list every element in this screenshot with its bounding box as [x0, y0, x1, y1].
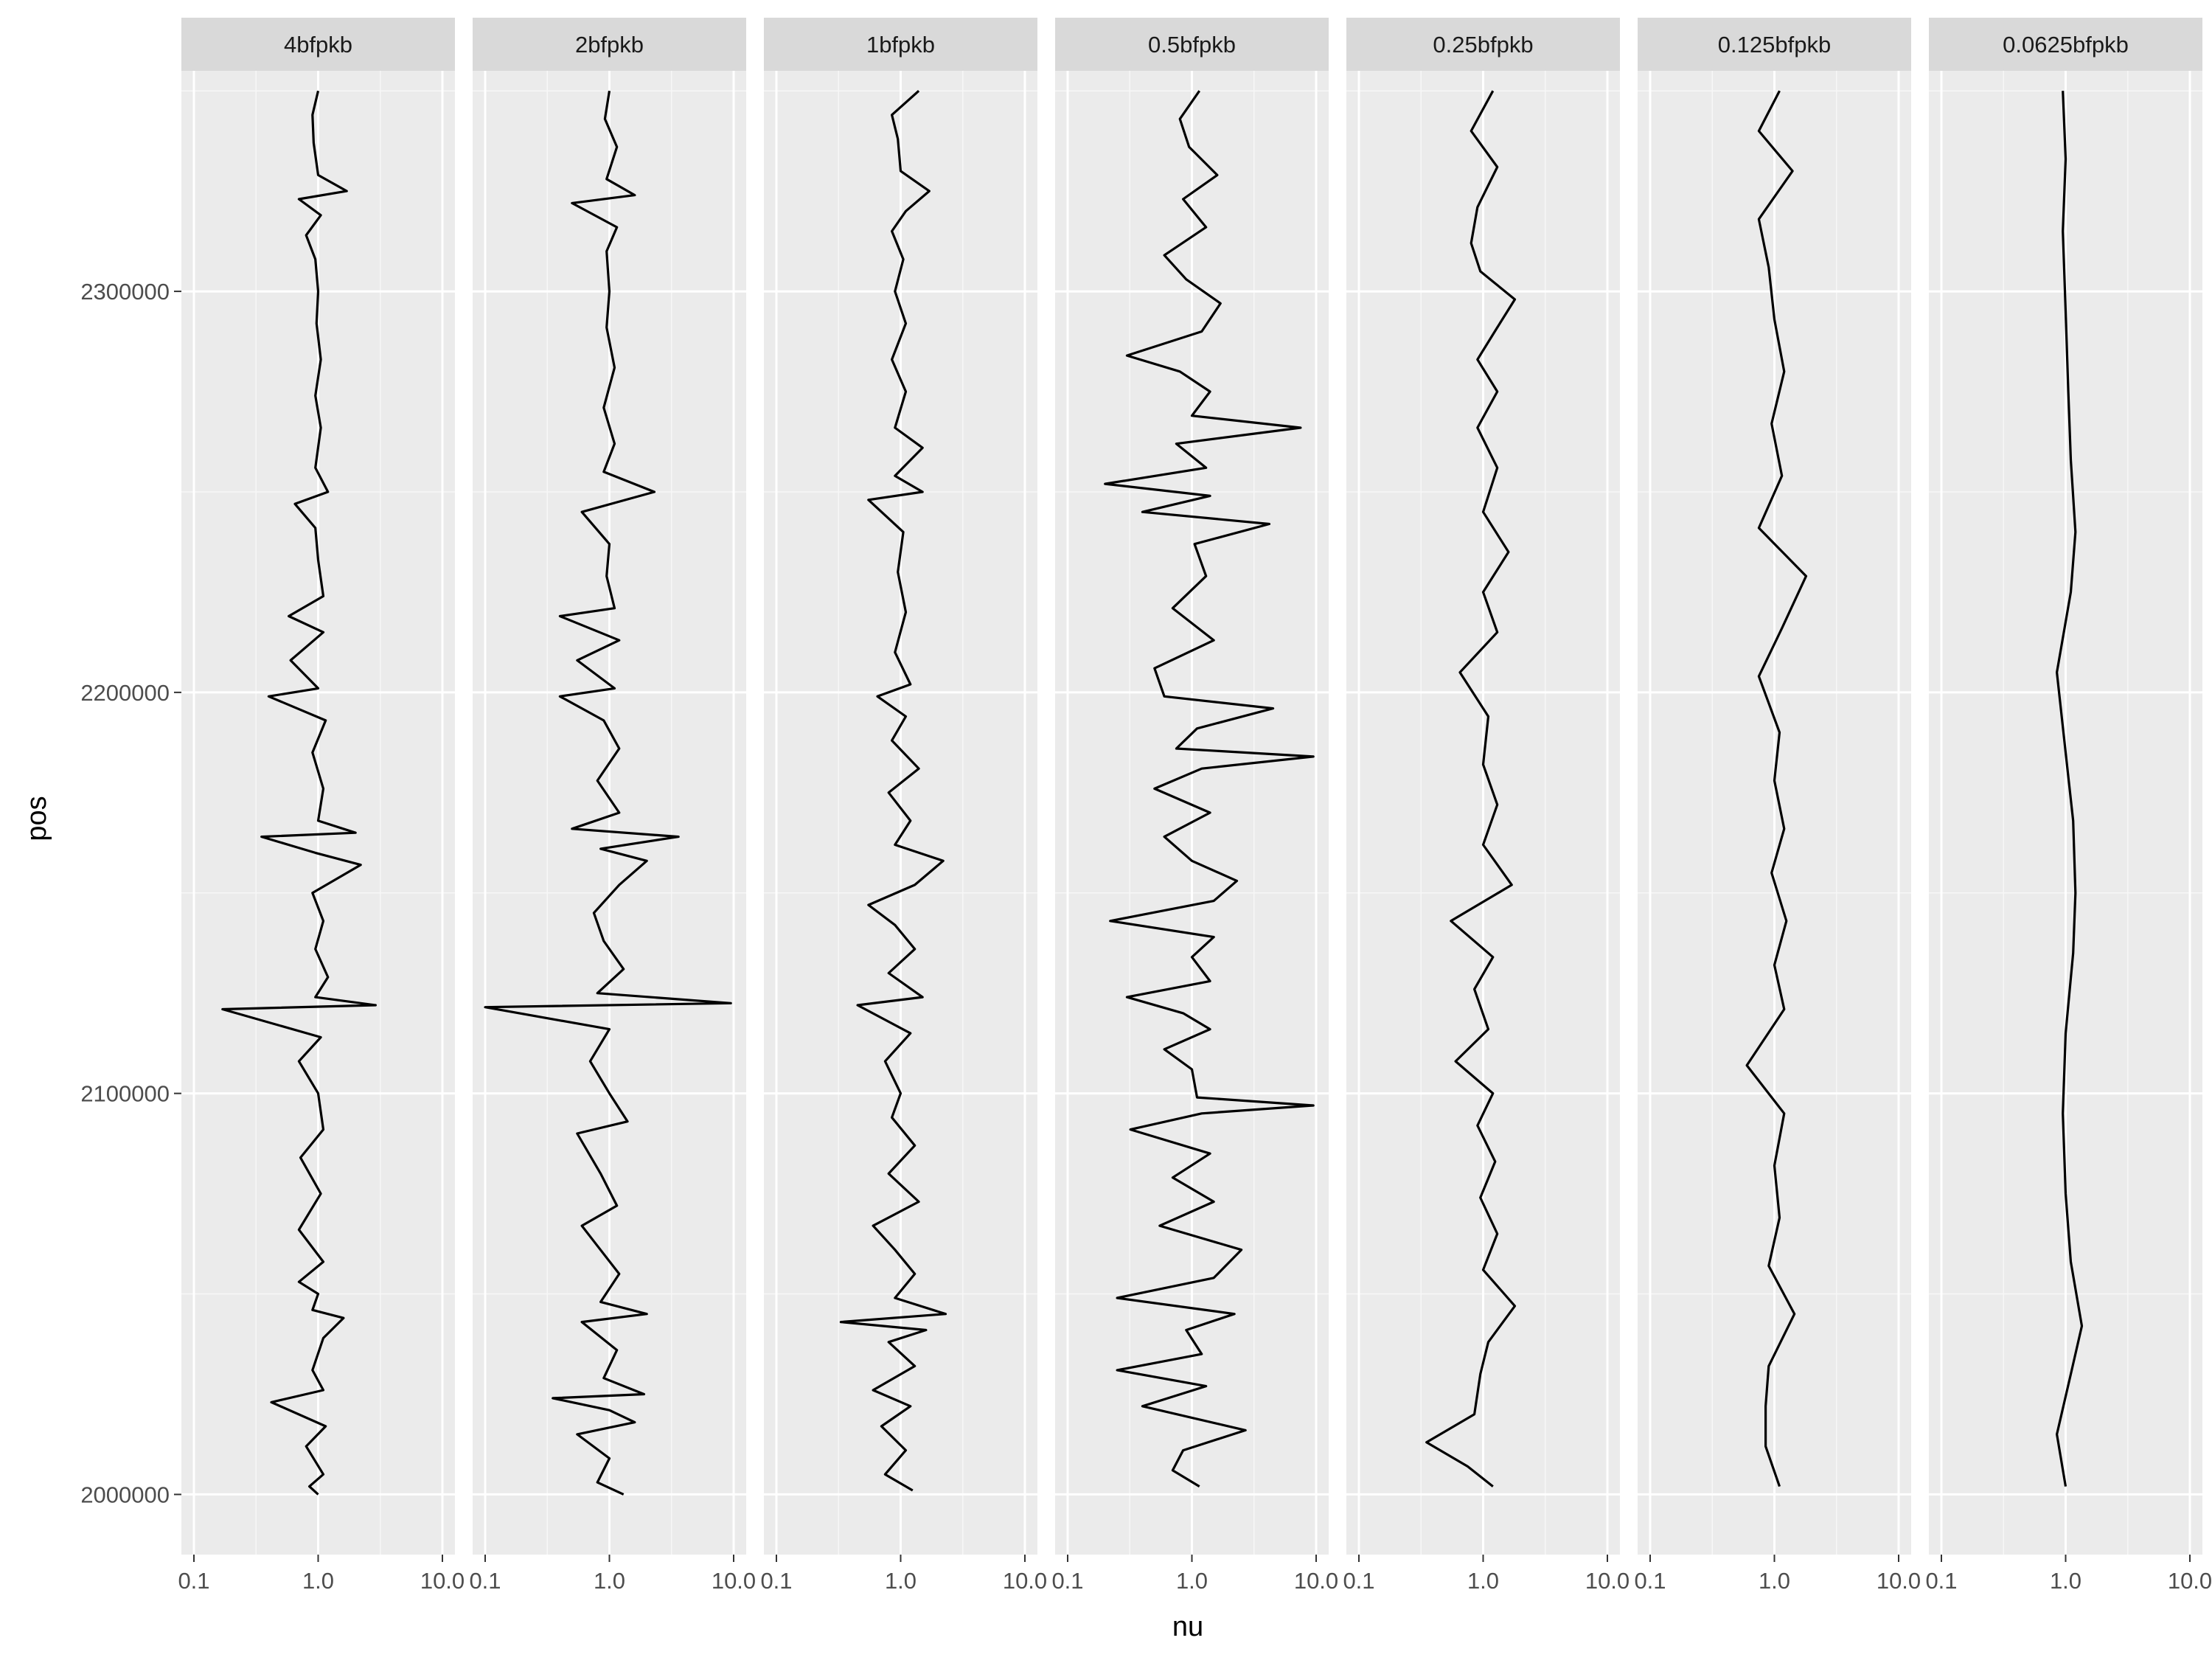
x-tick-label: 10.0 — [1877, 1568, 1921, 1594]
y-tick-label: 2100000 — [80, 1081, 170, 1107]
facet-strip-label: 0.125bfpkb — [1718, 32, 1831, 58]
facet-1bfpkb: 1bfpkb 0.1 1.0 10.0 — [760, 18, 1047, 1594]
x-tick-label: 1.0 — [2050, 1568, 2081, 1594]
facet-0.25bfpkb: 0.25bfpkb 0.1 1.0 10.0 — [1343, 18, 1630, 1594]
facet-strip-label: 0.0625bfpkb — [2003, 32, 2129, 58]
series-line — [839, 90, 947, 1492]
series-line — [1104, 90, 1315, 1487]
x-tick-label: 1.0 — [1467, 1568, 1499, 1594]
facet-strip-label: 4bfpkb — [284, 32, 352, 58]
facet-2bfpkb: 2bfpkb 0.1 1.0 10.0 — [469, 18, 756, 1594]
x-tick-label: 1.0 — [302, 1568, 334, 1594]
facet-strip-label: 1bfpkb — [866, 32, 935, 58]
facet-0.5bfpkb: 0.5bfpkb 0.1 1.0 10.0 — [1051, 18, 1338, 1594]
y-tick-label: 2200000 — [80, 680, 170, 706]
facet-strip — [1929, 18, 2202, 71]
facet-panels: 4bfpkb 0.1 1.0 10.0 2bfpkb 0.1 1.0 10.0 1bfpkb 0.… — [178, 18, 2212, 1594]
x-tick-label: 10.0 — [1294, 1568, 1338, 1594]
facet-0.0625bfpkb: 0.0625bfpkb 0.1 1.0 10.0 — [1925, 18, 2212, 1594]
x-tick-label: 0.1 — [1343, 1568, 1374, 1594]
y-axis-title: pos — [21, 796, 52, 841]
facet-strip — [1638, 18, 1911, 71]
facet-strip-label: 2bfpkb — [575, 32, 644, 58]
x-tick-label: 0.1 — [1925, 1568, 1957, 1594]
facet-strip — [181, 18, 455, 71]
series-line — [1425, 90, 1517, 1487]
series-line — [484, 90, 732, 1496]
facet-strip — [1346, 18, 1620, 71]
facet-0.125bfpkb: 0.125bfpkb 0.1 1.0 10.0 — [1634, 18, 1921, 1594]
x-tick-label: 1.0 — [594, 1568, 625, 1594]
y-tick-label: 2000000 — [80, 1482, 170, 1507]
x-tick-label: 10.0 — [1585, 1568, 1630, 1594]
y-tick-label: 2300000 — [80, 279, 170, 305]
facet-strip — [764, 18, 1037, 71]
x-tick-label: 0.1 — [1051, 1568, 1083, 1594]
x-tick-label: 0.1 — [1634, 1568, 1666, 1594]
x-tick-label: 1.0 — [885, 1568, 917, 1594]
x-tick-label: 0.1 — [178, 1568, 209, 1594]
x-tick-label: 0.1 — [469, 1568, 501, 1594]
series-line — [2056, 91, 2084, 1487]
facet-strip-label: 0.25bfpkb — [1433, 32, 1533, 58]
series-line — [221, 90, 377, 1496]
x-axis-title: nu — [1172, 1611, 1203, 1642]
x-tick-label: 0.1 — [760, 1568, 792, 1594]
facet-strip — [473, 18, 746, 71]
facet-strip-label: 0.5bfpkb — [1148, 32, 1236, 58]
x-tick-label: 10.0 — [2168, 1568, 2212, 1594]
x-tick-label: 10.0 — [420, 1568, 465, 1594]
series-line — [1745, 90, 1808, 1487]
x-tick-label: 1.0 — [1759, 1568, 1790, 1594]
y-axis: 2000000 2100000 2200000 2300000 — [80, 279, 181, 1507]
facet-strip — [1055, 18, 1329, 71]
facet-4bfpkb: 4bfpkb 0.1 1.0 10.0 — [178, 18, 465, 1594]
x-tick-label: 1.0 — [1176, 1568, 1208, 1594]
x-tick-label: 10.0 — [1003, 1568, 1047, 1594]
x-tick-label: 10.0 — [712, 1568, 756, 1594]
